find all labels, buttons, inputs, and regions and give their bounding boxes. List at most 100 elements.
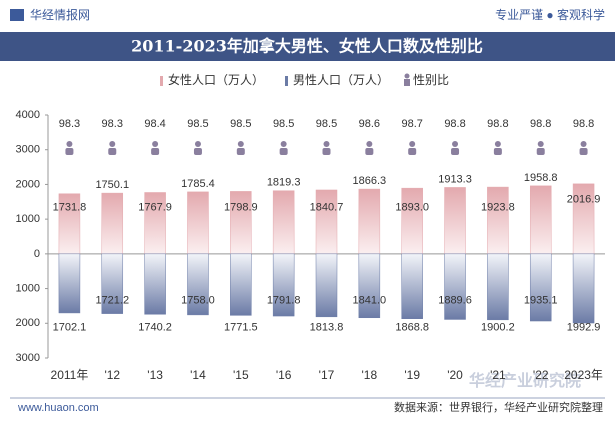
bar <box>401 187 423 255</box>
bar <box>230 253 252 316</box>
y-tick-label: 1000 <box>16 282 40 294</box>
bar <box>58 253 81 314</box>
legend-icon <box>404 79 410 86</box>
ratio-icon <box>494 141 501 147</box>
title-bar <box>0 32 615 61</box>
legend-icon <box>404 73 410 79</box>
bar <box>315 253 338 318</box>
legend-label: 男性人口（万人） <box>293 73 389 87</box>
bar <box>358 188 381 255</box>
value-label: 1868.8 <box>395 321 429 333</box>
value-label: 1702.1 <box>53 321 87 333</box>
bar <box>187 191 209 255</box>
value-label: 1819.3 <box>267 177 301 189</box>
ratio-label: 98.5 <box>273 118 294 130</box>
ratio-icon-body <box>108 148 117 155</box>
ratio-icon <box>280 141 287 147</box>
bar <box>401 253 423 319</box>
ratio-label: 98.3 <box>102 118 123 130</box>
x-tick-label: '18 <box>362 368 378 382</box>
x-tick-label: '14 <box>190 368 206 382</box>
value-label: 1893.0 <box>395 202 429 214</box>
ratio-icon-body <box>65 148 74 155</box>
bar <box>444 187 466 255</box>
bar <box>315 189 338 255</box>
value-label: 1721.2 <box>95 295 129 307</box>
x-tick-label: '22 <box>533 368 549 382</box>
ratio-icon <box>537 141 544 147</box>
ratio-label: 98.5 <box>230 118 251 130</box>
legend-label: 性别比 <box>413 73 449 87</box>
value-label: 1992.9 <box>567 321 601 333</box>
ratio-icon <box>452 141 459 147</box>
y-tick-label: 3000 <box>16 352 40 364</box>
bar <box>487 186 509 255</box>
value-label: 1866.3 <box>353 175 387 187</box>
bar <box>187 253 209 316</box>
bar <box>144 253 166 315</box>
y-tick-label: 3000 <box>16 144 40 156</box>
value-label: 1758.0 <box>181 295 215 307</box>
ratio-label: 98.8 <box>530 118 551 130</box>
ratio-icon <box>194 141 201 147</box>
ratio-icon-body <box>408 148 417 155</box>
ratio-icon <box>109 141 116 147</box>
value-label: 2016.9 <box>567 194 601 206</box>
ratio-label: 98.8 <box>444 118 465 130</box>
ratio-icon <box>152 141 159 147</box>
bar <box>101 192 124 255</box>
ratio-icon-body <box>151 148 160 155</box>
ratio-label: 98.4 <box>144 118 165 130</box>
x-tick-label: '12 <box>104 368 120 382</box>
y-tick-label: 2000 <box>16 178 40 190</box>
watermark: 华经产业研究院 <box>469 371 581 390</box>
brand: 华经情报网 <box>30 7 90 22</box>
ratio-icon <box>237 141 244 147</box>
bar <box>272 253 295 317</box>
x-tick-label: '15 <box>233 368 249 382</box>
ratio-icon-body <box>193 148 202 155</box>
x-tick-label: '20 <box>447 368 463 382</box>
x-tick-label: '16 <box>276 368 292 382</box>
value-label: 1798.9 <box>224 202 258 214</box>
x-tick-label: 2011年 <box>51 368 89 382</box>
ratio-icon-body <box>451 148 460 155</box>
ratio-label: 98.6 <box>359 118 380 130</box>
legend-swatch <box>285 76 288 86</box>
logo <box>10 9 24 21</box>
ratio-icon-body <box>579 148 588 155</box>
bar <box>444 253 466 320</box>
bar <box>358 253 381 319</box>
value-label: 1731.8 <box>53 202 87 214</box>
value-label: 1840.7 <box>310 202 344 214</box>
value-label: 1771.5 <box>224 321 258 333</box>
ratio-label: 98.8 <box>487 118 508 130</box>
ratio-label: 98.7 <box>401 118 422 130</box>
value-label: 1785.4 <box>181 178 215 190</box>
x-tick-label: 2023年 <box>564 368 603 382</box>
value-label: 1900.2 <box>481 321 515 333</box>
ratio-label: 98.3 <box>59 118 80 130</box>
bar <box>529 253 552 322</box>
ratio-icon <box>366 141 373 147</box>
footer-source: 数据来源：世界银行，华经产业研究院整理 <box>394 400 603 414</box>
slogan: 专业严谨 ● 客观科学 <box>495 7 605 22</box>
ratio-label: 98.5 <box>316 118 337 130</box>
y-tick-label: 1000 <box>16 213 40 225</box>
x-tick-label: '13 <box>147 368 163 382</box>
ratio-icon-body <box>236 148 245 155</box>
ratio-label: 98.8 <box>573 118 594 130</box>
value-label: 1813.8 <box>310 321 344 333</box>
value-label: 1889.6 <box>438 295 472 307</box>
value-label: 1935.1 <box>524 295 558 307</box>
value-label: 1767.9 <box>138 202 172 214</box>
ratio-label: 98.5 <box>187 118 208 130</box>
bar <box>487 253 509 321</box>
ratio-icon <box>66 141 73 147</box>
ratio-icon-body <box>536 148 545 155</box>
value-label: 1841.0 <box>353 295 387 307</box>
ratio-icon-body <box>279 148 288 155</box>
value-label: 1958.8 <box>524 172 558 184</box>
